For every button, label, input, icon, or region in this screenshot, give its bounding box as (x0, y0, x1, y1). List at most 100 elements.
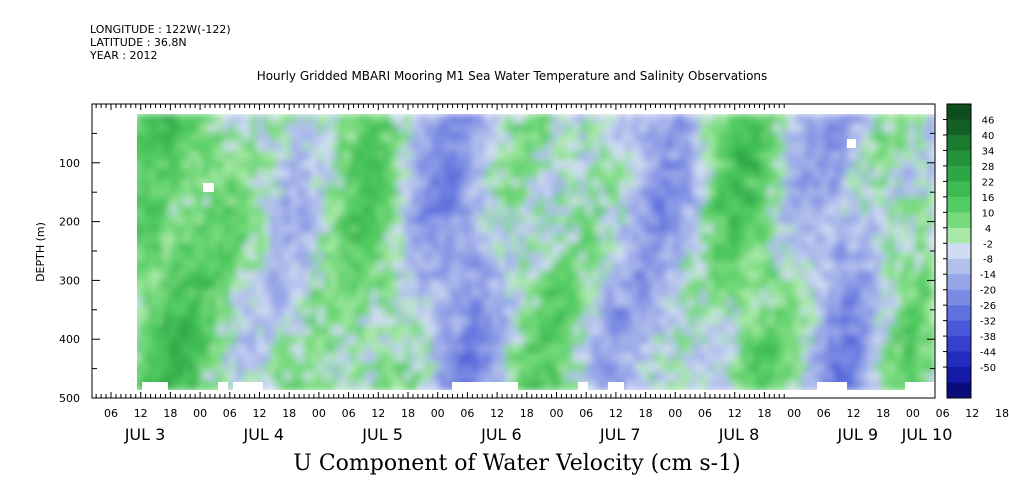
velocity-cell (699, 169, 708, 180)
colorbar-label: -44 (980, 348, 996, 359)
velocity-cell (874, 270, 883, 281)
velocity-cell (666, 178, 675, 189)
velocity-cell (686, 169, 695, 180)
velocity-cell (249, 371, 258, 382)
velocity-cell (545, 344, 554, 355)
velocity-cell (525, 141, 533, 152)
velocity-cell (652, 242, 661, 253)
velocity-cell (881, 215, 889, 226)
velocity-cell (767, 279, 775, 290)
velocity-cell (343, 288, 352, 299)
velocity-cell (498, 288, 507, 299)
velocity-cell (753, 334, 762, 345)
velocity-cell (263, 362, 272, 373)
velocity-cell (928, 233, 935, 244)
velocity-cell (914, 123, 923, 134)
velocity-cell (773, 132, 782, 143)
velocity-cell (881, 141, 889, 152)
velocity-cell (914, 233, 923, 244)
velocity-cell (296, 288, 305, 299)
velocity-cell (706, 362, 715, 373)
velocity-cell (532, 307, 540, 318)
velocity-cell (444, 150, 453, 161)
velocity-cell (518, 279, 527, 290)
colorbar-swatch (947, 289, 971, 306)
velocity-cell (666, 160, 675, 171)
colorbar-label: -26 (980, 301, 996, 312)
velocity-cell (699, 141, 708, 152)
velocity-cell (216, 325, 225, 336)
velocity-cell (256, 160, 265, 171)
velocity-cell (579, 344, 587, 355)
velocity-cell (921, 334, 930, 345)
velocity-cell (263, 270, 272, 281)
velocity-cell (431, 196, 439, 207)
velocity-cell (431, 141, 439, 152)
velocity-cell (726, 150, 735, 161)
velocity-cell (149, 316, 157, 327)
velocity-cell (881, 371, 889, 382)
velocity-cell (458, 178, 466, 189)
velocity-cell (223, 114, 231, 125)
velocity-cell (814, 215, 822, 226)
velocity-cell (162, 169, 171, 180)
velocity-cell (921, 279, 930, 290)
velocity-cell (787, 141, 795, 152)
velocity-cell (579, 215, 587, 226)
velocity-cell (270, 187, 278, 198)
velocity-cell (706, 233, 715, 244)
velocity-cell (249, 344, 258, 355)
velocity-cell (437, 178, 446, 189)
velocity-cell (364, 316, 372, 327)
velocity-cell (364, 362, 372, 373)
velocity-cell (746, 233, 755, 244)
velocity-cell (317, 270, 325, 281)
velocity-cell (767, 252, 775, 263)
velocity-cell (558, 123, 567, 134)
velocity-cell (243, 316, 251, 327)
velocity-cell (364, 334, 372, 345)
velocity-cell (908, 279, 916, 290)
velocity-cell (431, 206, 439, 217)
velocity-cell (894, 132, 903, 143)
velocity-cell (840, 114, 849, 125)
velocity-cell (458, 362, 466, 373)
velocity-cell (767, 288, 775, 299)
velocity-cell (464, 298, 473, 309)
velocity-cell (921, 270, 930, 281)
velocity-cell (773, 141, 782, 152)
velocity-cell (861, 344, 869, 355)
velocity-cell (223, 215, 231, 226)
velocity-cell (209, 362, 218, 373)
velocity-cell (894, 160, 903, 171)
velocity-cell (693, 279, 701, 290)
velocity-cell (451, 261, 460, 272)
velocity-cell (424, 150, 433, 161)
velocity-cell (243, 344, 251, 355)
velocity-cell (424, 242, 433, 253)
velocity-cell (787, 123, 795, 134)
velocity-cell (686, 252, 695, 263)
velocity-cell (303, 132, 312, 143)
velocity-cell (236, 233, 245, 244)
velocity-cell (632, 316, 641, 327)
velocity-cell (256, 233, 265, 244)
velocity-cell (820, 132, 829, 143)
colorbar-swatch (947, 258, 971, 275)
velocity-cell (290, 160, 298, 171)
velocity-cell (746, 206, 755, 217)
velocity-cell (189, 371, 198, 382)
velocity-cell (652, 279, 661, 290)
velocity-cell (887, 206, 896, 217)
velocity-cell (733, 353, 742, 364)
velocity-cell (612, 270, 621, 281)
velocity-cell (579, 307, 587, 318)
velocity-cell (787, 371, 795, 382)
velocity-cell (256, 279, 265, 290)
velocity-cell (800, 123, 809, 134)
velocity-cell (364, 344, 372, 355)
velocity-cell (928, 187, 935, 198)
velocity-cell (343, 371, 352, 382)
velocity-cell (552, 371, 560, 382)
colorbar-swatch (947, 150, 971, 167)
